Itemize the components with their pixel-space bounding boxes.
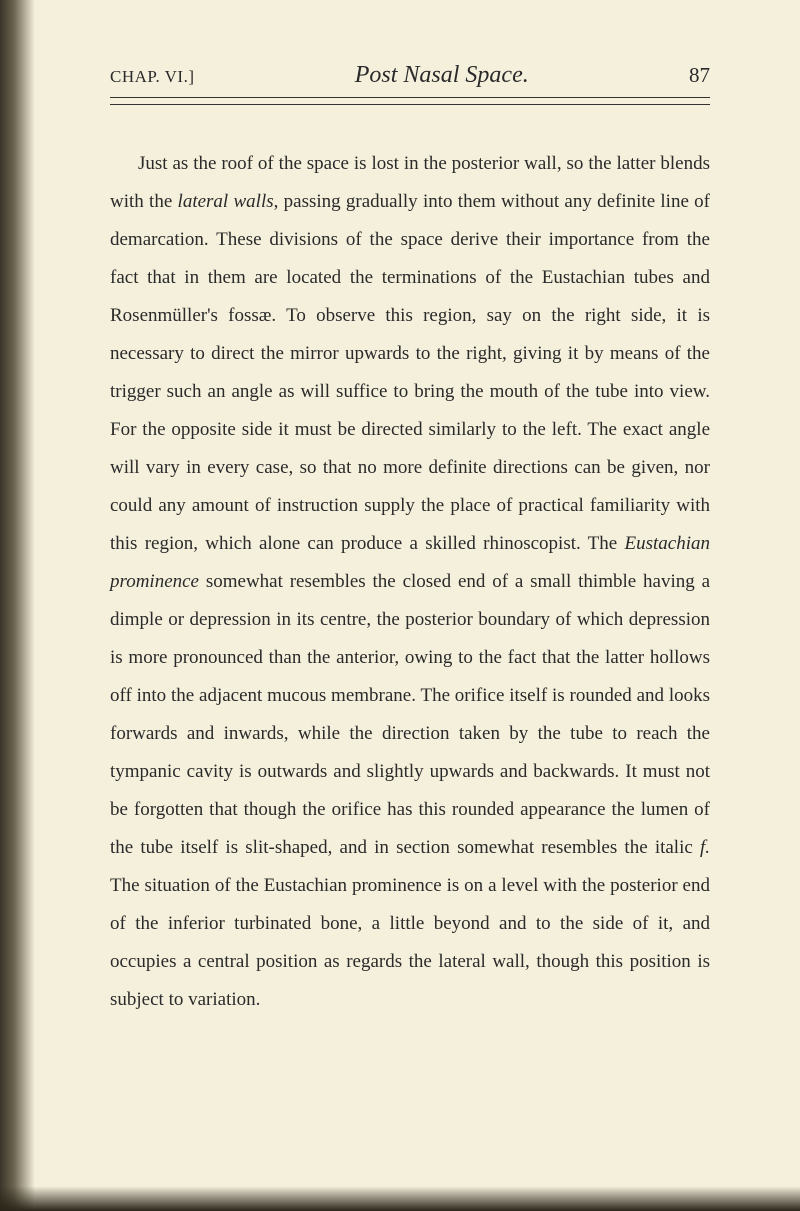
chapter-label: CHAP. VI.] <box>110 67 195 87</box>
page-container: CHAP. VI.] Post Nasal Space. 87 Just as … <box>0 0 800 1211</box>
italic-term: f. <box>700 837 710 858</box>
page-title: Post Nasal Space. <box>195 62 689 89</box>
text-segment: somewhat resembles the closed end of a s… <box>110 571 710 858</box>
page-header: CHAP. VI.] Post Nasal Space. 87 <box>110 62 710 98</box>
text-segment: , passing gradually into them without an… <box>110 191 710 554</box>
body-paragraph: Just as the roof of the space is lost in… <box>110 145 710 1019</box>
italic-term: lateral walls <box>178 191 274 212</box>
text-segment: The situation of the Eustachian prominen… <box>110 875 710 1010</box>
page-number: 87 <box>689 63 710 88</box>
header-underline <box>110 104 710 105</box>
